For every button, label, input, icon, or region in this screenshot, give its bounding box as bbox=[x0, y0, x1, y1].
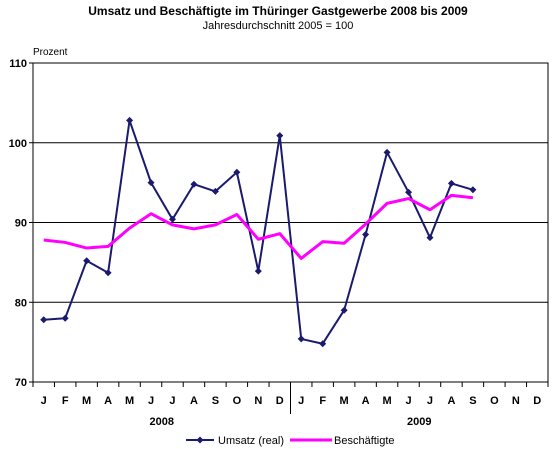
series-line-1 bbox=[43, 193, 474, 260]
x-tick-label: D bbox=[276, 395, 284, 407]
legend: Umsatz (real) Beschäftigte bbox=[186, 435, 395, 447]
x-tick-label: F bbox=[319, 395, 326, 407]
data-point bbox=[40, 316, 48, 324]
x-tick-label: J bbox=[169, 395, 175, 407]
y-axis-label: Prozent bbox=[33, 47, 68, 58]
x-tick-label: J bbox=[298, 395, 304, 407]
x-tick-label: J bbox=[405, 395, 411, 407]
x-tick-label: M bbox=[125, 395, 134, 407]
data-point bbox=[168, 215, 176, 223]
y-tick-label: 110 bbox=[9, 58, 27, 70]
x-tick-label: M bbox=[82, 395, 91, 407]
x-tick-label: J bbox=[427, 395, 433, 407]
x-tick-label: S bbox=[212, 395, 219, 407]
x-tick-label: A bbox=[447, 395, 455, 407]
data-point bbox=[147, 179, 155, 187]
data-point bbox=[319, 340, 327, 348]
data-point bbox=[190, 180, 198, 188]
year-label: 2008 bbox=[150, 416, 174, 428]
data-point bbox=[426, 234, 434, 242]
data-point bbox=[104, 269, 112, 277]
data-point bbox=[211, 187, 219, 195]
y-tick-label: 100 bbox=[9, 138, 27, 150]
x-tick-label: N bbox=[512, 395, 520, 407]
y-tick-label: 90 bbox=[15, 218, 27, 230]
chart-subtitle: Jahresdurchschnitt 2005 = 100 bbox=[202, 20, 354, 32]
data-point bbox=[383, 148, 391, 156]
gridlines bbox=[32, 62, 549, 383]
data-point bbox=[447, 179, 455, 187]
data-point bbox=[254, 267, 262, 275]
legend-marker bbox=[196, 436, 204, 444]
x-tick-label: N bbox=[254, 395, 262, 407]
x-tick-label: M bbox=[382, 395, 391, 407]
x-tick-label: S bbox=[469, 395, 476, 407]
x-tick-label: A bbox=[190, 395, 198, 407]
x-tick-label: D bbox=[533, 395, 541, 407]
data-point bbox=[362, 230, 370, 238]
y-tick-label: 80 bbox=[15, 297, 27, 309]
data-point bbox=[83, 257, 91, 265]
chart-title: Umsatz und Beschäftigte im Thüringer Gas… bbox=[88, 4, 468, 18]
x-tick-label: M bbox=[340, 395, 349, 407]
x-tick-label: O bbox=[490, 395, 499, 407]
data-point bbox=[469, 186, 477, 194]
x-tick-label: A bbox=[362, 395, 370, 407]
x-tick-label: F bbox=[62, 395, 69, 407]
data-point bbox=[340, 306, 348, 314]
y-tick-label: 70 bbox=[15, 377, 27, 389]
data-point bbox=[233, 168, 241, 176]
x-tick-label: J bbox=[41, 395, 47, 407]
x-tick-label: J bbox=[148, 395, 154, 407]
series-layer bbox=[40, 116, 477, 348]
x-tick-label: O bbox=[233, 395, 242, 407]
x-tick-label: A bbox=[104, 395, 112, 407]
legend-label: Beschäftigte bbox=[334, 435, 395, 447]
legend-label: Umsatz (real) bbox=[218, 435, 284, 447]
series-line-0 bbox=[43, 119, 474, 345]
data-point bbox=[405, 188, 413, 196]
data-point bbox=[276, 132, 284, 140]
year-label: 2009 bbox=[407, 416, 431, 428]
data-point bbox=[297, 335, 305, 343]
data-point bbox=[61, 314, 69, 322]
data-point bbox=[126, 116, 134, 124]
